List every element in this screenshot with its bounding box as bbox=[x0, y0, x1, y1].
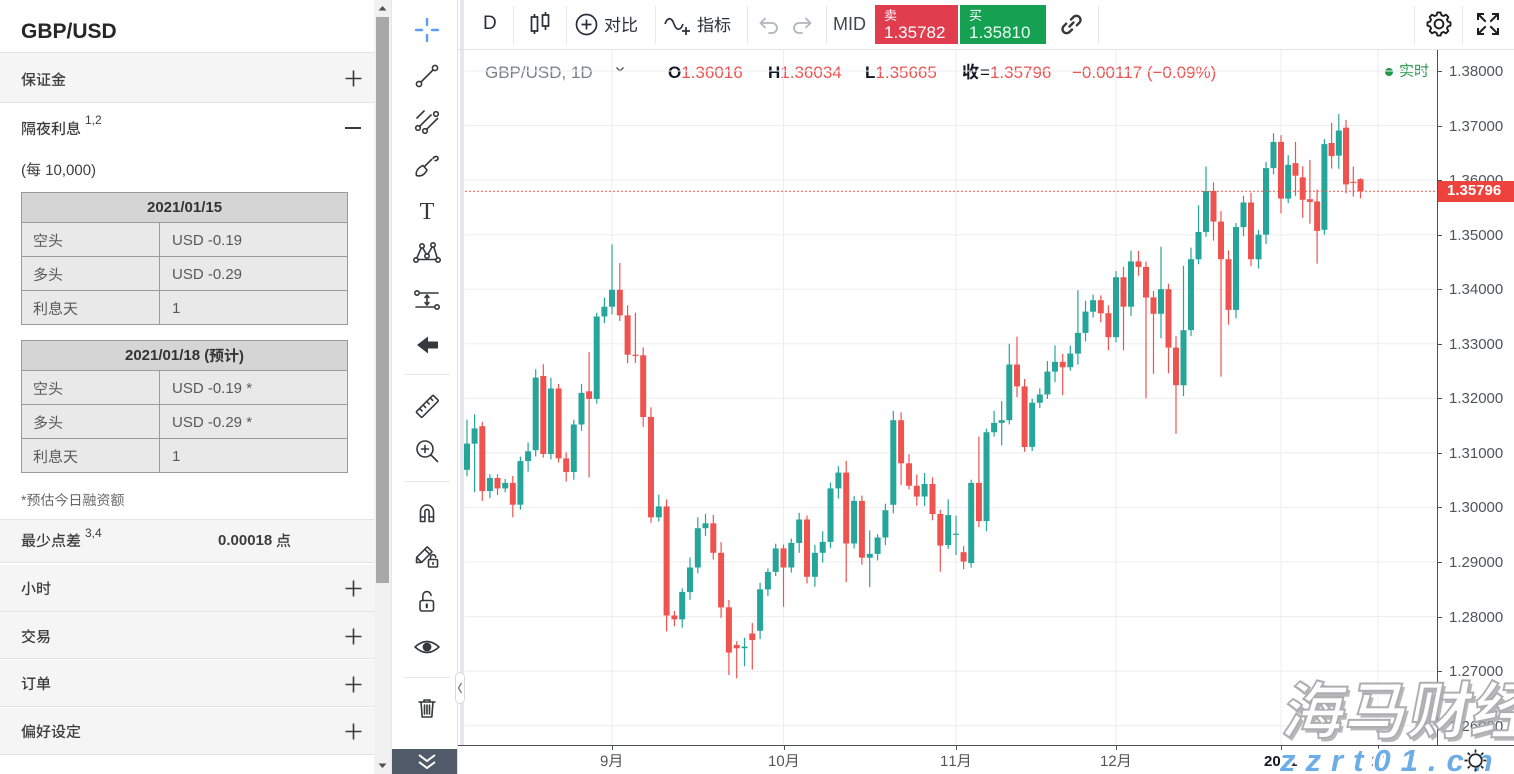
svg-text:T: T bbox=[420, 199, 435, 225]
